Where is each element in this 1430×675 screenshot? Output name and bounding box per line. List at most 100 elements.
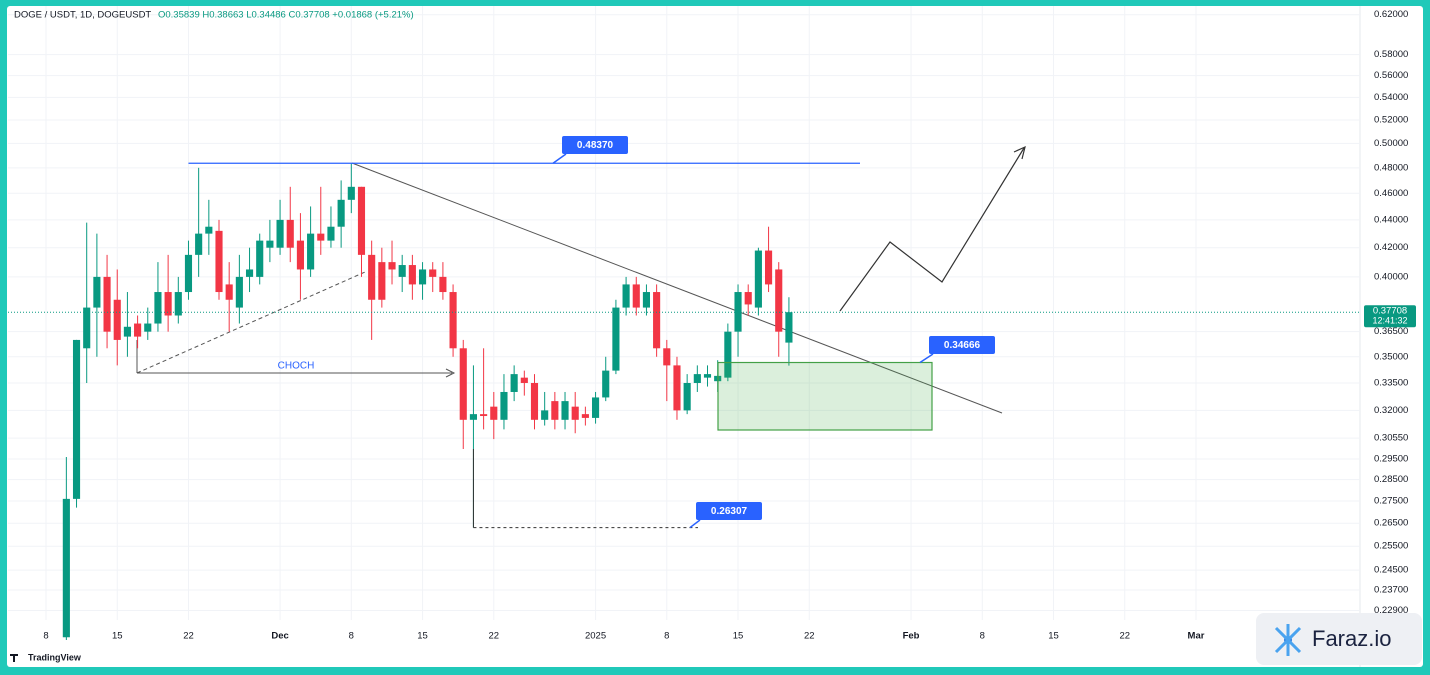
candle-body [653, 292, 661, 349]
y-tick-label: 0.29500 [1374, 454, 1408, 465]
candle-body [235, 276, 243, 308]
x-tick-label: 8 [43, 631, 48, 642]
x-tick-label: 15 [417, 631, 428, 642]
drawings [136, 145, 1026, 414]
trend-line [351, 162, 1003, 414]
candle-body [408, 265, 416, 285]
candle-body [480, 414, 488, 417]
y-tick-label: 0.48000 [1374, 162, 1408, 173]
y-tick-label: 0.52000 [1374, 114, 1408, 125]
candle-body [388, 262, 396, 270]
watermark-logo [1274, 624, 1302, 656]
label-pointer [919, 353, 934, 364]
candle-body [245, 269, 254, 277]
candle-body [581, 414, 589, 418]
y-tick-label: 0.36500 [1374, 326, 1408, 337]
candle-body [317, 233, 325, 241]
demand-zone [717, 361, 933, 431]
candle-body [357, 186, 366, 255]
y-tick-label: 0.24500 [1374, 565, 1408, 576]
level-label: 0.48370 [577, 140, 614, 151]
projection-path [839, 147, 1025, 312]
choch-arrowhead [445, 368, 456, 378]
choch-label: CHOCH [278, 361, 315, 372]
x-tick-label: 8 [980, 631, 985, 642]
y-tick-label: 0.40000 [1374, 271, 1408, 282]
candle-body [144, 323, 152, 332]
candle-body [663, 348, 671, 366]
x-tick-label: 15 [112, 631, 123, 642]
candle-body [327, 226, 335, 241]
candle-body [520, 377, 528, 383]
y-tick-label: 0.27500 [1374, 496, 1408, 507]
y-tick-label: 0.23700 [1374, 585, 1408, 596]
candle-body [205, 226, 213, 234]
candle-body [337, 199, 345, 227]
x-tick-label: Dec [271, 631, 288, 642]
x-tick-label: 2025 [585, 631, 606, 642]
projection-arrowhead [1013, 145, 1026, 160]
panel [7, 6, 1423, 667]
candle-body [154, 292, 162, 324]
level-label: 0.26307 [711, 506, 748, 517]
candle-body [785, 312, 793, 343]
candle-body [500, 391, 508, 420]
candle-body [724, 331, 732, 378]
candle-body [754, 250, 762, 308]
x-tick-label: 22 [804, 631, 815, 642]
candle-body [612, 307, 620, 371]
watermark-badge [1256, 613, 1422, 665]
candle-body [551, 401, 559, 420]
candles [62, 163, 793, 640]
y-tick-label: 0.33500 [1374, 377, 1408, 388]
x-tick-label: Feb [903, 631, 920, 642]
level-label-box [696, 502, 762, 520]
label-pointer [552, 153, 567, 164]
candle-body [561, 401, 569, 420]
candle-body [225, 284, 233, 300]
y-tick-label: 0.54000 [1374, 92, 1408, 103]
y-tick-label: 0.58000 [1374, 49, 1408, 60]
candle-body [439, 276, 447, 293]
y-tick-label: 0.35000 [1374, 351, 1408, 362]
candle-body [72, 339, 81, 499]
candle-body [164, 292, 172, 316]
symbol: DOGE / USDT, 1D, DOGEUSDT [14, 10, 151, 21]
candle-body [632, 284, 640, 308]
candle-body [602, 370, 610, 398]
candle-body [429, 269, 437, 277]
y-tick-label: 0.44000 [1374, 214, 1408, 225]
y-tick-label: 0.46000 [1374, 188, 1408, 199]
label-pointer [689, 519, 701, 529]
candle-body [622, 284, 630, 308]
x-tick-label: 8 [664, 631, 669, 642]
candle-body [744, 292, 752, 305]
y-tick-label: 0.56000 [1374, 70, 1408, 81]
candle-body [418, 269, 427, 285]
y-tick-label: 0.28500 [1374, 474, 1408, 485]
watermark: Faraz.io [1312, 626, 1391, 651]
x-tick-label: 15 [733, 631, 744, 642]
candle-body [195, 233, 203, 255]
candle-body [215, 230, 223, 293]
candle-body [286, 219, 294, 248]
x-tick-label: 22 [1119, 631, 1130, 642]
x-tick-label: 22 [488, 631, 499, 642]
last-price-label: 0.37708 [1373, 306, 1407, 317]
candle-body [123, 326, 131, 337]
candle-body [398, 265, 406, 277]
ohlc: O0.35839 H0.38663 L0.34486 C0.37708 +0.0… [158, 10, 414, 21]
candle-body [266, 240, 274, 248]
level-label-box [929, 336, 995, 354]
candle-body [693, 374, 701, 383]
candle-body [683, 382, 691, 411]
y-tick-label: 0.22900 [1374, 605, 1408, 616]
candle-body [134, 323, 142, 337]
x-tick-label: Mar [1188, 631, 1205, 642]
candle-body [541, 410, 549, 420]
y-tick-label: 0.25500 [1374, 541, 1408, 552]
countdown: 12:41:32 [1372, 316, 1407, 326]
